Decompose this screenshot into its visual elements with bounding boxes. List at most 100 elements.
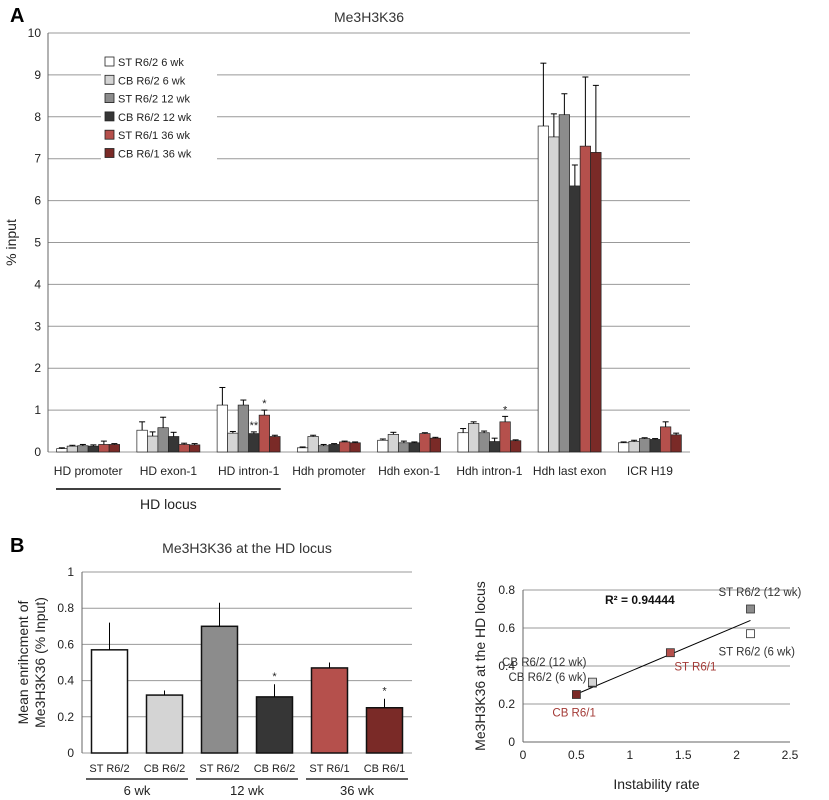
y-axis-label: % input	[3, 219, 19, 266]
r-squared-label: R² = 0.94444	[605, 593, 675, 607]
y-tick-label: 6	[34, 194, 41, 208]
y-axis-label: Me3H3K36 at the HD locus	[472, 581, 488, 751]
bar	[365, 707, 404, 754]
bar	[328, 444, 340, 453]
x-tick-label: 1.5	[675, 748, 692, 762]
group-label: 36 wk	[340, 783, 374, 798]
scatter-point	[746, 629, 755, 639]
bar	[339, 441, 351, 453]
group-label: HD locus	[140, 496, 197, 512]
chart-title: Me3H3K36 at the HD locus	[162, 540, 332, 556]
bar	[248, 433, 260, 453]
y-tick-label: 0.2	[57, 710, 74, 724]
x-tick-label: HD exon-1	[140, 464, 198, 478]
scatter-point	[746, 604, 755, 614]
x-tick-label: CB R6/2	[254, 763, 296, 775]
x-tick-label: 0.5	[568, 748, 585, 762]
scatter-point	[665, 648, 675, 658]
point-label: ST R6/2 (12 wk)	[718, 587, 801, 599]
x-axis-label: Instability rate	[613, 776, 700, 792]
bar	[178, 444, 190, 453]
bar	[628, 441, 640, 453]
x-tick-label: CB R6/2	[144, 763, 186, 775]
x-tick-label: 0	[520, 748, 527, 762]
bar	[349, 442, 361, 453]
bar	[387, 434, 399, 453]
bar	[468, 423, 480, 453]
bar	[200, 625, 239, 754]
bar	[87, 445, 99, 453]
bar	[216, 404, 228, 453]
bar	[499, 421, 511, 453]
bar	[157, 427, 169, 453]
y-tick-label: 4	[34, 277, 41, 291]
legend-swatch	[104, 56, 115, 67]
bar	[145, 694, 184, 754]
bar	[398, 442, 410, 453]
scatter-point	[572, 690, 581, 699]
bar	[660, 426, 672, 453]
y-tick-label: 5	[34, 236, 41, 250]
y-tick-label: 0	[508, 735, 515, 749]
bar	[189, 444, 201, 453]
y-tick-label: 0.4	[498, 659, 515, 673]
legend-label: CB R6/2 12 wk	[118, 112, 192, 124]
chart-b-scatter: 0 0.2 0.4 0.6 0.8 0 0.5 1 1.5 2 2.5 Instability rat…	[472, 581, 802, 792]
bar	[649, 439, 661, 453]
y-axis-label-line-2: Me3H3K36 (% Input)	[32, 597, 48, 728]
point-label: CB R6/1	[552, 708, 595, 720]
y-tick-label: 1	[67, 565, 74, 579]
y-axis-label-line-1: Mean enrihcment of	[15, 601, 31, 725]
bar	[258, 414, 270, 453]
bar	[408, 442, 420, 453]
panel-label-b: B	[10, 535, 24, 557]
chart-title: Me3H3K36	[334, 9, 404, 25]
point-label: CB R6/2 (6 wk)	[508, 672, 586, 684]
x-tick-label: ST R6/2	[199, 763, 239, 775]
bar	[639, 438, 651, 453]
trendline	[576, 619, 751, 695]
y-tick-label: 0.4	[57, 674, 74, 688]
bar	[429, 437, 441, 453]
bar	[136, 429, 148, 453]
bar	[548, 136, 560, 453]
bar	[98, 444, 110, 453]
significance-mark: *	[262, 398, 267, 410]
bar	[66, 445, 78, 453]
legend-swatch	[104, 148, 115, 158]
y-tick-label: 0	[34, 445, 41, 459]
bar	[569, 185, 581, 453]
point-label: ST R6/1	[674, 662, 716, 674]
bar	[489, 441, 501, 453]
y-tick-label: 8	[34, 110, 41, 124]
x-tick-label: Hdh exon-1	[378, 464, 440, 478]
legend-label: ST R6/2 6 wk	[118, 57, 184, 69]
bar	[670, 434, 682, 453]
bar	[419, 433, 431, 453]
bar	[590, 152, 602, 453]
x-tick-label: Hdh intron-1	[456, 464, 522, 478]
bar	[310, 667, 349, 754]
y-tick-label: 0	[67, 746, 74, 760]
legend-swatch	[104, 93, 115, 103]
bar	[56, 448, 68, 453]
panel-label-a: A	[10, 5, 24, 27]
x-tick-label: CB R6/1	[364, 763, 406, 775]
x-tick-label: ICR H19	[627, 464, 673, 478]
legend-label: ST R6/2 12 wk	[118, 94, 190, 106]
bar	[377, 439, 389, 453]
x-tick-label: 2.5	[782, 748, 799, 762]
x-tick-label: 1	[626, 748, 633, 762]
bar	[269, 436, 281, 453]
y-tick-label: 1	[34, 403, 41, 417]
bar	[457, 432, 469, 453]
bar	[147, 435, 159, 453]
x-tick-label: Hdh last exon	[533, 464, 606, 478]
bar	[227, 432, 239, 453]
bar	[478, 432, 490, 453]
x-tick-label: 2	[733, 748, 740, 762]
legend-swatch	[104, 111, 115, 122]
y-tick-label: 0.8	[57, 601, 74, 615]
y-tick-label: 2	[34, 361, 41, 375]
